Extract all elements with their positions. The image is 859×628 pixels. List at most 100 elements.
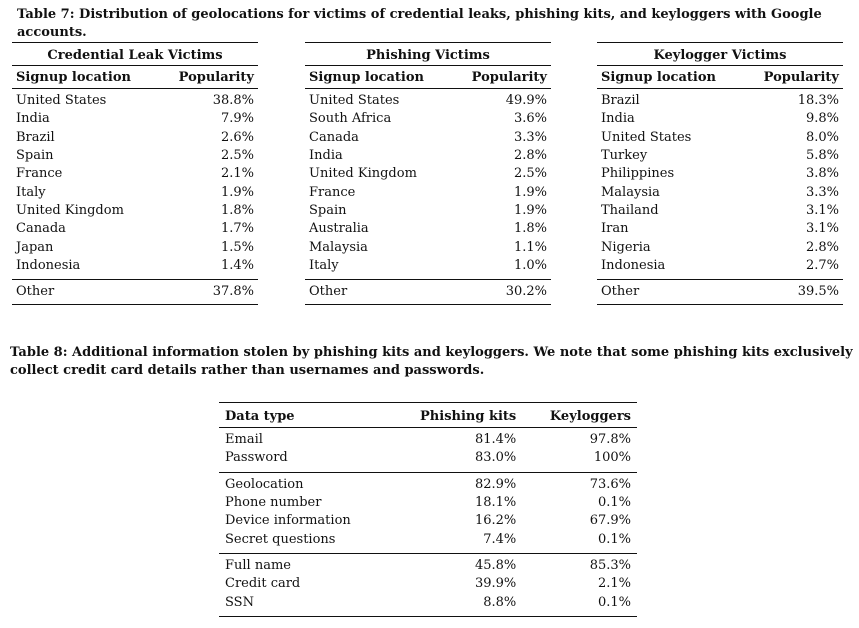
location-cell: Turkey (601, 148, 648, 164)
table-row: United States 38.8% (12, 89, 258, 111)
popularity-cell: 3.1% (805, 202, 839, 218)
table-row: Phone number 18.1% 0.1% (219, 494, 637, 512)
keyloggers-cell: 67.9% (589, 513, 631, 529)
popularity-cell: 38.8% (212, 93, 254, 109)
table-row: France 1.9% (305, 183, 551, 201)
other-row: Other 30.2% (305, 278, 551, 305)
table-row: Spain 2.5% (12, 147, 258, 165)
keyloggers-cell: 0.1% (522, 593, 637, 617)
col-header-popularity: Popularity (158, 65, 258, 89)
location-cell: Spain (309, 202, 347, 218)
popularity-cell: 1.0% (513, 257, 547, 273)
table-row: Nigeria 2.8% (597, 238, 843, 256)
table-row: Spain 1.9% (305, 202, 551, 220)
popularity-cell: 1.1% (513, 239, 547, 255)
table-row: United States 49.9% (305, 89, 551, 111)
keyloggers-cell: 2.1% (597, 576, 631, 592)
location-cell: Nigeria (601, 239, 651, 255)
popularity-cell: 2.5% (220, 148, 254, 164)
table-row: Geolocation 82.9% 73.6% (219, 472, 637, 494)
col-header-data-type: Data type (219, 402, 389, 428)
other-row: Other 39.5% (597, 278, 843, 305)
popularity-cell: 1.9% (220, 184, 254, 200)
popularity-cell: 1.9% (513, 202, 547, 218)
location-cell: Canada (309, 129, 359, 145)
location-cell: Italy (309, 257, 339, 273)
table-row: Email 81.4% 97.8% (219, 428, 637, 450)
col-header-popularity: Popularity (743, 65, 843, 89)
table-row: Iran 3.1% (597, 220, 843, 238)
popularity-cell: 18.3% (797, 93, 839, 109)
data-type-cell: Phone number (225, 495, 322, 511)
popularity-cell: 5.8% (805, 148, 839, 164)
keyloggers-cell: 85.3% (589, 557, 631, 573)
popularity-cell: 2.5% (513, 166, 547, 182)
popularity-cell: 1.7% (220, 221, 254, 237)
location-cell: Brazil (16, 129, 55, 145)
credential-leak-table: Credential Leak Victims Signup location … (12, 42, 258, 305)
popularity-cell: 1.5% (220, 239, 254, 255)
location-cell: Spain (16, 148, 54, 164)
table-row: Malaysia 3.3% (597, 183, 843, 201)
data-type-cell: Secret questions (219, 530, 389, 554)
location-cell: Australia (309, 221, 369, 237)
other-row: Other 37.8% (12, 278, 258, 305)
popularity-cell: 3.1% (805, 221, 839, 237)
popularity-cell: 39.5% (743, 278, 843, 305)
location-cell: United States (601, 129, 692, 145)
popularity-cell: 9.8% (805, 111, 839, 127)
popularity-cell: 1.8% (513, 221, 547, 237)
table-row: India 2.8% (305, 147, 551, 165)
table-row: France 2.1% (12, 165, 258, 183)
popularity-cell: 30.2% (451, 278, 551, 305)
group-title: Keylogger Victims (597, 42, 843, 66)
table-row: Indonesia 2.7% (597, 257, 843, 280)
table-row: Australia 1.8% (305, 220, 551, 238)
table-row: Credit card 39.9% 2.1% (219, 575, 637, 593)
data-type-cell: Credit card (225, 576, 301, 592)
table-row: Brazil 18.3% (597, 89, 843, 111)
location-cell: Thailand (601, 202, 659, 218)
table-row: South Africa 3.6% (305, 110, 551, 128)
table-row: Indonesia 1.4% (12, 257, 258, 280)
col-header-phishing-kits: Phishing kits (388, 402, 523, 428)
location-cell: Philippines (601, 166, 675, 182)
phishing-kits-cell: 82.9% (474, 476, 517, 492)
group-title: Phishing Victims (305, 42, 551, 66)
table-row: Device information 16.2% 67.9% (219, 512, 637, 530)
data-type-cell: Full name (225, 557, 291, 573)
location-cell: United Kingdom (16, 202, 124, 218)
popularity-cell: 3.3% (805, 184, 839, 200)
table-row: India 9.8% (597, 110, 843, 128)
location-cell: France (16, 166, 63, 182)
col-header-location: Signup location (305, 65, 452, 89)
location-cell: India (16, 111, 50, 127)
table-row: India 7.9% (12, 110, 258, 128)
table-row: Password 83.0% 100% (219, 449, 637, 473)
col-header-location: Signup location (12, 65, 159, 89)
data-type-cell: SSN (219, 593, 389, 617)
keyloggers-cell: 97.8% (589, 432, 631, 448)
data-type-cell: Device information (225, 513, 351, 529)
table-row: Thailand 3.1% (597, 202, 843, 220)
popularity-cell: 2.8% (513, 148, 547, 164)
phishing-kits-cell: 39.9% (474, 576, 517, 592)
table7-caption: Table 7: Distribution of geolocations fo… (17, 7, 822, 40)
location-cell: Italy (16, 184, 46, 200)
location-cell: Indonesia (16, 257, 81, 273)
location-cell: France (309, 184, 356, 200)
phishing-kits-cell: 8.8% (388, 593, 523, 617)
keyloggers-cell: 0.1% (522, 530, 637, 554)
location-cell: Other (597, 278, 744, 305)
location-cell: United Kingdom (309, 166, 417, 182)
location-cell: Canada (16, 221, 66, 237)
phishing-kits-cell: 16.2% (474, 513, 517, 529)
table-row: Italy 1.9% (12, 183, 258, 201)
data-type-cell: Email (225, 432, 263, 448)
popularity-cell: 3.3% (513, 129, 547, 145)
col-header-keyloggers: Keyloggers (522, 402, 637, 428)
table-row: Brazil 2.6% (12, 129, 258, 147)
popularity-cell: 1.8% (220, 202, 254, 218)
table-row: Canada 1.7% (12, 220, 258, 238)
popularity-cell: 49.9% (505, 93, 547, 109)
